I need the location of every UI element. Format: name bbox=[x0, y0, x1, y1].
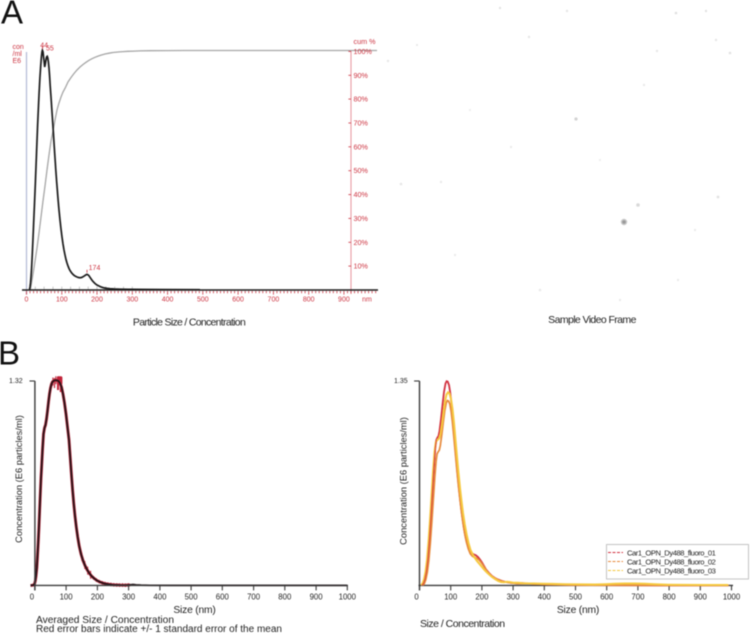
svg-text:500: 500 bbox=[185, 592, 199, 601]
svg-text:Size (nm): Size (nm) bbox=[557, 605, 599, 616]
svg-text:100: 100 bbox=[56, 297, 68, 304]
svg-text:200: 200 bbox=[91, 297, 103, 304]
svg-text:30%: 30% bbox=[354, 214, 369, 223]
svg-text:300: 300 bbox=[122, 592, 136, 601]
svg-text:nm: nm bbox=[362, 297, 372, 304]
svg-text:Car1_OPN_Dy488_fluoro_03: Car1_OPN_Dy488_fluoro_03 bbox=[627, 566, 716, 575]
svg-text:Concentration (E6 particles/ml: Concentration (E6 particles/ml) bbox=[399, 417, 409, 545]
svg-text:Size (nm): Size (nm) bbox=[173, 605, 215, 616]
svg-text:Particle Size / Concentration: Particle Size / Concentration bbox=[133, 317, 246, 329]
svg-text:/ml: /ml bbox=[13, 51, 23, 58]
svg-text:Averaged Size / Concentration: Averaged Size / Concentration bbox=[36, 615, 174, 626]
svg-text:800: 800 bbox=[663, 592, 677, 601]
svg-text:700: 700 bbox=[268, 297, 280, 304]
svg-text:900: 900 bbox=[694, 592, 708, 601]
svg-text:Red error bars indicate +/- 1: Red error bars indicate +/- 1 standard e… bbox=[36, 624, 282, 635]
svg-text:500: 500 bbox=[197, 297, 209, 304]
svg-text:90%: 90% bbox=[354, 71, 369, 80]
svg-text:300: 300 bbox=[507, 592, 521, 601]
svg-text:400: 400 bbox=[162, 297, 174, 304]
svg-text:55: 55 bbox=[46, 45, 54, 52]
svg-text:E6: E6 bbox=[13, 58, 22, 65]
svg-text:Sample Video Frame: Sample Video Frame bbox=[548, 314, 636, 326]
svg-text:700: 700 bbox=[631, 592, 645, 601]
svg-text:Car1_OPN_Dy488_fluoro_02: Car1_OPN_Dy488_fluoro_02 bbox=[627, 557, 716, 566]
svg-text:50%: 50% bbox=[354, 166, 369, 175]
svg-text:100: 100 bbox=[444, 592, 458, 601]
svg-text:800: 800 bbox=[303, 297, 315, 304]
svg-text:100%: 100% bbox=[354, 47, 373, 56]
svg-text:200: 200 bbox=[475, 592, 489, 601]
svg-text:800: 800 bbox=[278, 592, 292, 601]
svg-text:Size / Concentration: Size / Concentration bbox=[420, 618, 505, 630]
svg-text:0: 0 bbox=[25, 297, 29, 304]
svg-text:500: 500 bbox=[569, 592, 583, 601]
svg-text:A: A bbox=[1, 0, 23, 31]
svg-text:900: 900 bbox=[338, 297, 350, 304]
svg-text:10%: 10% bbox=[354, 262, 369, 271]
svg-text:20%: 20% bbox=[354, 238, 369, 247]
svg-text:200: 200 bbox=[91, 592, 105, 601]
svg-text:60%: 60% bbox=[354, 142, 369, 151]
svg-text:400: 400 bbox=[153, 592, 167, 601]
svg-text:0: 0 bbox=[414, 592, 419, 601]
svg-text:B: B bbox=[0, 335, 20, 372]
svg-text:600: 600 bbox=[216, 592, 230, 601]
svg-text:600: 600 bbox=[600, 592, 614, 601]
svg-text:Car1_OPN_Dy488_fluoro_01: Car1_OPN_Dy488_fluoro_01 bbox=[627, 548, 716, 557]
svg-text:1.35: 1.35 bbox=[394, 378, 408, 385]
svg-text:400: 400 bbox=[538, 592, 552, 601]
svg-text:174: 174 bbox=[89, 265, 101, 272]
svg-text:Concentration (E6 particles/ml: Concentration (E6 particles/ml) bbox=[14, 415, 24, 543]
svg-text:0: 0 bbox=[30, 592, 35, 601]
svg-text:44: 44 bbox=[40, 42, 48, 49]
svg-text:1000: 1000 bbox=[723, 592, 741, 601]
svg-text:900: 900 bbox=[310, 592, 324, 601]
svg-text:40%: 40% bbox=[354, 190, 369, 199]
svg-text:80%: 80% bbox=[354, 95, 369, 104]
svg-text:300: 300 bbox=[126, 297, 138, 304]
svg-text:1.32: 1.32 bbox=[9, 378, 23, 385]
svg-text:1000: 1000 bbox=[339, 592, 357, 601]
svg-text:600: 600 bbox=[232, 297, 244, 304]
svg-text:100: 100 bbox=[60, 592, 74, 601]
svg-text:con: con bbox=[13, 44, 24, 51]
svg-text:70%: 70% bbox=[354, 119, 369, 128]
svg-text:cum %: cum % bbox=[354, 37, 377, 46]
svg-text:700: 700 bbox=[247, 592, 261, 601]
